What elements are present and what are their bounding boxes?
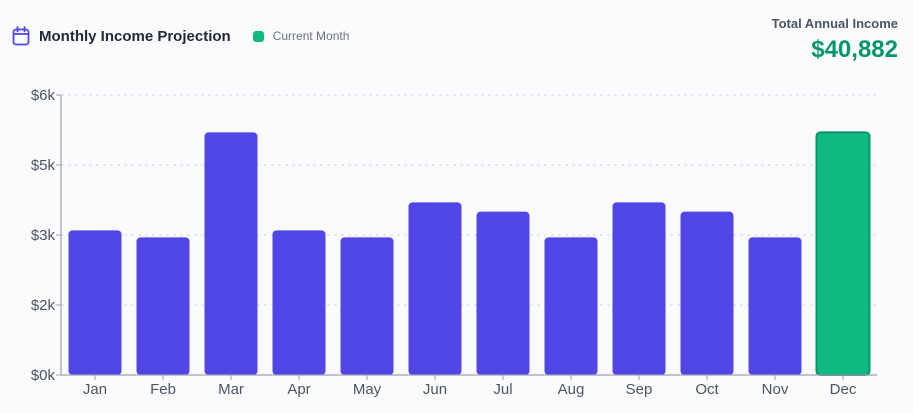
x-tick-label: Jun	[423, 381, 447, 398]
y-tick-label: $3k	[31, 227, 56, 244]
total-annual-income: Total Annual Income $40,882	[772, 16, 898, 64]
x-tick-label: Nov	[762, 381, 789, 398]
bar-jul[interactable]	[476, 211, 530, 375]
bar-feb[interactable]	[136, 237, 190, 375]
x-tick-label: Dec	[830, 381, 857, 398]
bar-apr[interactable]	[272, 230, 326, 375]
x-tick-label: Aug	[558, 381, 585, 398]
grid-lines	[61, 94, 877, 306]
legend-swatch-current-month	[252, 30, 264, 42]
x-axis-ticks: Jan Feb Mar Apr May Jun Jul Aug Sep Oct Nov Dec	[83, 375, 857, 398]
bar-aug[interactable]	[544, 237, 598, 375]
bar-dec[interactable]	[815, 131, 871, 376]
x-tick-label: Sep	[626, 381, 653, 398]
x-tick-label: May	[353, 381, 382, 398]
y-tick-label: $2k	[31, 297, 56, 314]
x-tick-label: Jul	[493, 381, 512, 398]
calendar-icon	[12, 26, 30, 46]
y-axis-ticks: $0k $2k $3k $5k $6k	[31, 87, 61, 384]
x-tick-label: Oct	[695, 381, 719, 398]
x-tick-label: Feb	[150, 381, 176, 398]
bar-oct[interactable]	[680, 211, 734, 375]
bar-nov[interactable]	[748, 237, 802, 375]
y-tick-label: $5k	[31, 157, 56, 174]
chart-legend: Current Month	[252, 29, 350, 43]
bar-sep[interactable]	[612, 202, 666, 375]
bars	[68, 131, 871, 376]
total-annual-income-label: Total Annual Income	[771, 16, 898, 31]
axes	[60, 95, 877, 376]
chart-header: Monthly Income Projection Current Month	[12, 26, 349, 46]
bar-jun[interactable]	[408, 202, 462, 375]
x-tick-label: Apr	[287, 381, 310, 398]
bar-may[interactable]	[340, 237, 394, 375]
x-tick-label: Jan	[83, 381, 107, 398]
bar-mar[interactable]	[204, 132, 258, 375]
bar-jan[interactable]	[68, 230, 122, 375]
y-tick-label: $6k	[31, 87, 56, 104]
total-annual-income-value: $40,882	[811, 36, 898, 63]
chart-title: Monthly Income Projection	[39, 27, 231, 45]
y-tick-label: $0k	[31, 367, 56, 384]
x-tick-label: Mar	[218, 381, 244, 398]
legend-label-current-month: Current Month	[272, 29, 350, 43]
